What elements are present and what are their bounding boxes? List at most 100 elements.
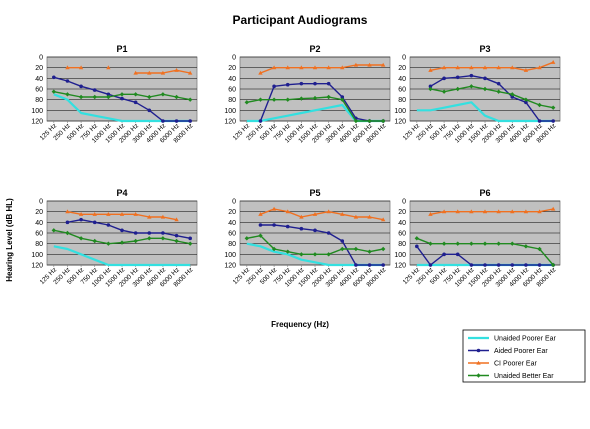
series-line (430, 74, 554, 122)
legend-item-ci-poorer-ear: CI Poorer Ear (468, 361, 537, 368)
series-line (260, 64, 384, 74)
data-point (551, 119, 555, 123)
data-point (272, 223, 276, 227)
data-point (340, 239, 345, 243)
data-point (441, 89, 447, 94)
series-unaided-better-ear (244, 94, 386, 124)
series-unaided-better-ear (51, 89, 193, 102)
data-point (51, 89, 57, 94)
data-point (285, 82, 290, 87)
y-tick-label: 60 (35, 231, 43, 238)
data-point (340, 65, 345, 70)
series-unaided-better-ear (51, 228, 193, 246)
data-point (299, 226, 304, 231)
y-tick-label: 60 (228, 231, 236, 238)
series-ci-poorer-ear (258, 62, 386, 75)
data-point (415, 244, 419, 249)
legend-marker (476, 373, 481, 378)
legend-label: Unaided Poorer Ear (494, 336, 557, 343)
y-tick-label: 60 (398, 87, 406, 94)
series-aided-poorer-ear (258, 223, 385, 267)
data-point (285, 209, 290, 214)
data-point (428, 241, 433, 246)
data-point (455, 65, 460, 70)
legend-marker (476, 348, 481, 353)
data-point (496, 89, 501, 94)
data-point (78, 94, 84, 100)
data-point (65, 220, 70, 225)
data-point (353, 118, 359, 124)
data-point (272, 84, 276, 89)
legend-label: Unaided Better Ear (494, 373, 554, 380)
data-point (161, 231, 165, 235)
series-unaided-better-ear (244, 233, 386, 257)
figure-title: Participant Audiograms (233, 13, 368, 27)
data-point (326, 81, 331, 86)
series-line (430, 85, 554, 109)
data-point (271, 206, 277, 211)
data-point (174, 68, 179, 72)
data-point (119, 212, 125, 216)
y-tick-label: 80 (35, 241, 43, 248)
y-tick-label: 80 (35, 97, 43, 104)
panel-title: P4 (116, 188, 127, 198)
series-line (259, 82, 384, 122)
data-point (312, 95, 318, 101)
data-point (428, 86, 433, 92)
data-point (441, 241, 447, 246)
data-point (188, 119, 192, 123)
data-point (313, 81, 317, 86)
data-point (510, 65, 515, 70)
y-tick-label: 60 (35, 87, 43, 94)
data-point (510, 95, 515, 99)
data-point (160, 92, 166, 97)
series-unaided-better-ear (428, 84, 556, 110)
data-point (455, 75, 460, 80)
series-line (260, 224, 384, 266)
data-point (160, 236, 166, 241)
data-point (469, 209, 474, 214)
y-tick-label: 120 (31, 263, 43, 270)
data-point (285, 65, 290, 70)
data-point (537, 209, 542, 214)
y-tick-label: 120 (394, 119, 406, 126)
y-tick-label: 100 (224, 252, 236, 259)
data-point (482, 65, 488, 70)
y-tick-label: 0 (402, 55, 406, 62)
series-ci-poorer-ear (65, 209, 179, 222)
data-point (523, 209, 529, 214)
data-point (92, 94, 97, 100)
y-axis-title: Hearing Level (dB HL) (5, 198, 14, 282)
data-point (133, 238, 138, 244)
data-point (65, 230, 70, 236)
data-point (313, 228, 317, 233)
data-point (119, 240, 125, 245)
y-tick-label: 40 (398, 220, 406, 227)
data-point (496, 263, 501, 267)
data-point (65, 92, 70, 97)
data-point (510, 209, 515, 214)
data-point (482, 209, 488, 214)
y-tick-label: 40 (398, 76, 406, 83)
data-point (482, 241, 488, 246)
data-point (299, 214, 304, 219)
legend-label: Aided Poorer Ear (494, 348, 548, 355)
data-point (523, 97, 529, 102)
data-point (428, 84, 433, 89)
data-point (174, 94, 179, 100)
data-point (161, 119, 165, 123)
data-point (79, 217, 83, 222)
data-point (340, 246, 345, 252)
data-point (133, 100, 138, 105)
data-point (312, 65, 318, 70)
y-tick-label: 120 (31, 119, 43, 126)
data-point (78, 236, 84, 241)
data-point (367, 249, 372, 254)
data-point (147, 214, 152, 219)
legend-marker (476, 360, 481, 365)
series-unaided-better-ear (414, 236, 556, 268)
y-tick-label: 20 (398, 65, 406, 72)
data-point (550, 60, 556, 64)
